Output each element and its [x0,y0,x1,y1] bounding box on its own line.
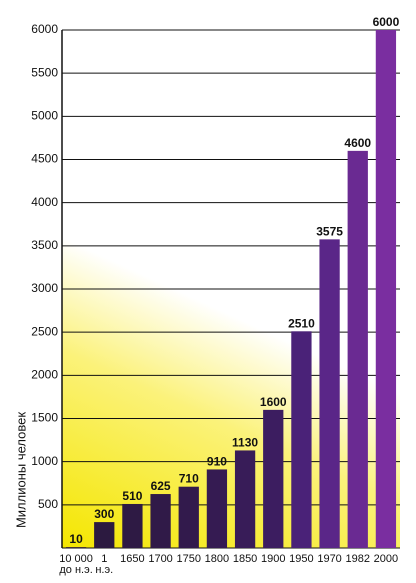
bar [375,30,397,548]
x-tick-label: 1750 [177,553,201,565]
bar [263,409,284,548]
y-tick-label: 5500 [31,65,58,79]
y-tick-label: 2000 [31,368,58,382]
x-tick-label: 1970 [317,553,341,565]
bar [206,469,228,548]
x-tick-label: 1850 [233,553,257,565]
x-tick-label: 1700 [148,553,172,565]
y-tick-label: 3000 [31,281,58,295]
y-axis-label: Миллионы человек [13,412,28,528]
x-tick-label: 1 н.э. [95,553,113,576]
x-tick-label: 1800 [205,553,229,565]
value-label: 710 [179,472,199,486]
bar [122,503,143,548]
value-label: 3575 [316,224,343,238]
y-tick-label: 6000 [31,22,58,36]
y-tick-label: 3500 [31,238,58,252]
value-label: 910 [207,454,227,468]
bar [178,486,199,548]
value-label: 4600 [344,136,371,150]
y-tick-label: 2500 [31,324,58,338]
value-label: 1130 [232,435,258,449]
bar [291,331,312,548]
y-tick-label: 1500 [31,411,58,425]
x-tick-label: 1950 [289,553,313,565]
y-tick-label: 4500 [31,152,58,166]
value-label: 6000 [373,15,400,29]
value-label: 510 [122,489,142,503]
x-tick-label: 1650 [120,553,144,565]
value-label: 2510 [288,316,315,330]
bar [319,239,340,548]
y-tick-label: 4000 [31,195,58,209]
value-label: 1600 [260,395,287,409]
y-tick-label: 500 [38,497,58,511]
bar [347,150,368,548]
y-tick-label: 5000 [31,109,58,123]
x-tick-label: 2000 [374,553,398,565]
value-label: 625 [151,479,171,493]
bar [94,522,115,548]
bar [65,547,87,548]
x-tick-label: 1900 [261,553,285,565]
bar [150,494,171,548]
x-tick-label: 1982 [346,553,370,565]
value-label: 10 [69,532,83,546]
bar [234,450,256,548]
value-label: 300 [94,507,114,521]
x-tick-label: 10 000 до н.э. [59,553,93,576]
y-tick-label: 1000 [31,454,58,468]
